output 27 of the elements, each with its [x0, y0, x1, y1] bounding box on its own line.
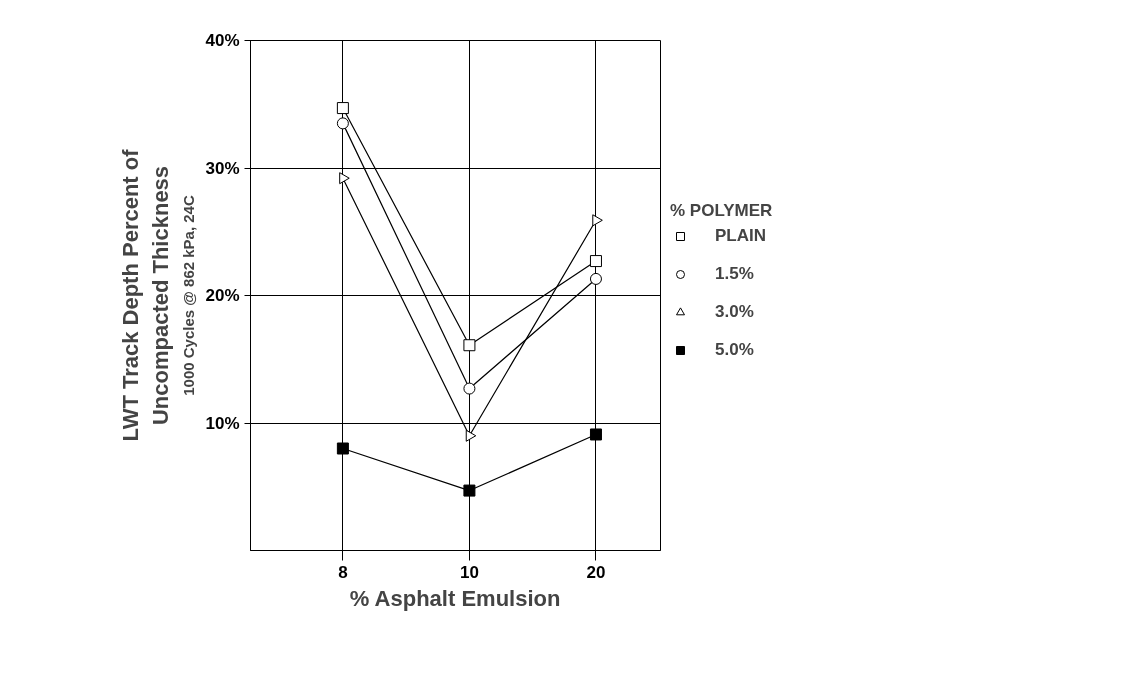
legend-label: 3.0% — [715, 302, 754, 322]
point — [463, 484, 476, 497]
y-tick-label: 30% — [205, 158, 240, 178]
point — [336, 117, 349, 130]
text: 1000 Cycles @ 862 kPa, 24C — [180, 195, 198, 396]
point — [463, 339, 476, 352]
x-tick-label: 10 — [459, 562, 479, 582]
y-tick-label: 40% — [205, 31, 240, 50]
point — [336, 102, 349, 115]
x-tick-label: 8 — [338, 562, 348, 582]
legend-label: PLAIN — [715, 226, 766, 246]
point — [336, 442, 349, 455]
x-axis-title: % Asphalt Emulsion — [349, 585, 561, 611]
legend-label: 1.5% — [715, 264, 754, 284]
point — [465, 429, 477, 442]
point — [589, 428, 602, 441]
point — [589, 272, 602, 285]
y-tick-label: 20% — [205, 286, 240, 305]
legend-label: 5.0% — [715, 340, 754, 360]
point — [592, 214, 603, 227]
point — [339, 172, 350, 185]
point — [463, 382, 476, 395]
legend-title: % POLYMER — [670, 201, 773, 221]
y-axis-title: LWT Track Depth Percent of Uncompacted Thickness — [117, 148, 173, 442]
y-tick-label: 10% — [205, 413, 240, 433]
point — [589, 255, 602, 268]
x-tick-label: 20 — [586, 562, 606, 582]
